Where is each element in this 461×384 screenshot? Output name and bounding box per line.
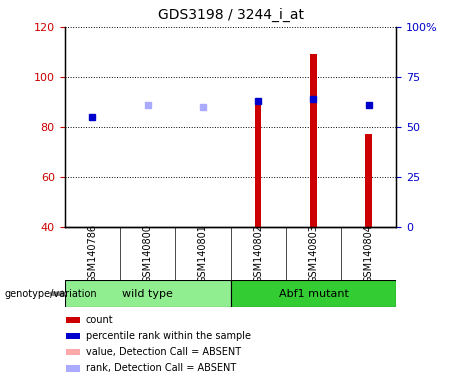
Bar — [65, 280, 230, 307]
Text: GSM140804: GSM140804 — [364, 224, 374, 283]
Bar — [230, 280, 396, 307]
Text: GSM140803: GSM140803 — [308, 224, 319, 283]
Bar — [310, 55, 317, 227]
Text: GSM140800: GSM140800 — [142, 224, 153, 283]
Bar — [366, 134, 372, 227]
Text: GSM140786: GSM140786 — [87, 224, 97, 283]
Text: genotype/variation: genotype/variation — [5, 289, 97, 299]
Title: GDS3198 / 3244_i_at: GDS3198 / 3244_i_at — [158, 8, 303, 22]
Text: GSM140801: GSM140801 — [198, 224, 208, 283]
Bar — [66, 333, 80, 339]
Text: value, Detection Call = ABSENT: value, Detection Call = ABSENT — [86, 347, 241, 357]
Text: percentile rank within the sample: percentile rank within the sample — [86, 331, 251, 341]
Bar — [66, 317, 80, 323]
Text: rank, Detection Call = ABSENT: rank, Detection Call = ABSENT — [86, 363, 236, 373]
Text: wild type: wild type — [122, 289, 173, 299]
Text: count: count — [86, 315, 113, 325]
Bar — [66, 365, 80, 371]
Bar — [255, 99, 261, 227]
Text: Abf1 mutant: Abf1 mutant — [278, 289, 349, 299]
Bar — [66, 349, 80, 356]
Text: GSM140802: GSM140802 — [253, 224, 263, 283]
